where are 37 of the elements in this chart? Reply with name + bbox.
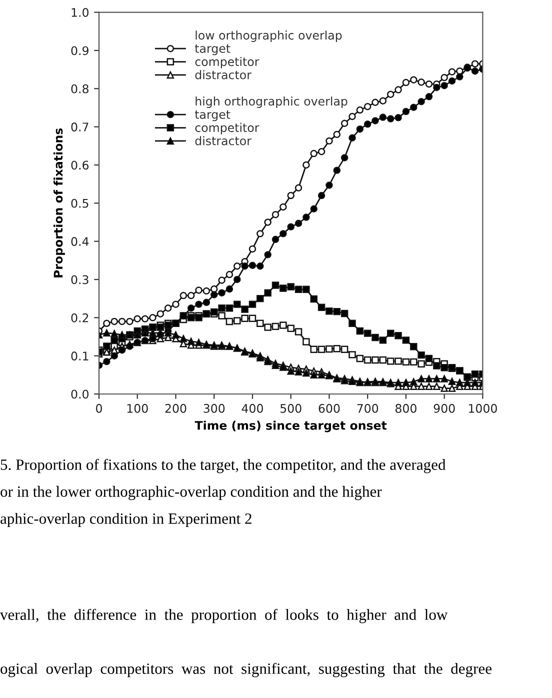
legend-label: target: [194, 110, 230, 122]
x-tick-label: 600: [318, 404, 340, 413]
x-axis-title: Time (ms) since target onset: [194, 420, 387, 432]
y-tick-label: 0.9: [71, 46, 88, 56]
legend-label: target: [194, 44, 230, 56]
y-tick-label: 0.4: [71, 237, 89, 246]
x-tick-label: 500: [280, 404, 302, 413]
y-tick-label: 0.1: [71, 352, 88, 360]
x-tick-label: 200: [165, 404, 186, 413]
legend-label: competitor: [195, 122, 260, 134]
x-tick-label: 100: [127, 404, 148, 413]
y-tick-label: 0.8: [71, 84, 88, 94]
legend-label: distractor: [195, 70, 252, 80]
x-tick-label: 300: [204, 404, 225, 413]
text: verall, the difference in the proportion of looks to higher and low: [0, 608, 448, 624]
x-tick-label: 700: [357, 404, 378, 413]
legend-label: competitor: [195, 56, 260, 68]
y-tick-label: 1.0: [72, 8, 88, 17]
text: low orthographic overlap: [196, 30, 342, 42]
x-tick-label: 400: [242, 404, 263, 413]
x-tick-label: 900: [434, 404, 455, 413]
y-axis-title: Proportion of fixations: [54, 128, 65, 278]
y-tick-label: 0.0: [71, 390, 88, 399]
y-tick-label: 0.6: [71, 160, 89, 170]
y-tick-label: 0.2: [71, 313, 88, 322]
text: high orthographic overlap: [196, 96, 348, 108]
text: or in the lower orthographic-overlap condition and the higher: [0, 486, 382, 500]
x-tick-label: 0: [96, 404, 102, 413]
text: ogical overlap competitors was not significant, suggesting that the degree: [0, 662, 492, 678]
y-tick-label: 0.5: [71, 198, 88, 208]
text: aphic-overlap condition in Experiment 2: [0, 512, 252, 528]
x-tick-label: 1000: [468, 404, 497, 413]
y-tick-label: 0.3: [71, 275, 88, 284]
legend-label: distractor: [195, 136, 252, 146]
text: 5. Proportion of fixations to the target, the competitor, and the averaged: [0, 458, 446, 474]
x-tick-label: 800: [395, 404, 416, 413]
y-tick-label: 0.7: [71, 122, 88, 132]
